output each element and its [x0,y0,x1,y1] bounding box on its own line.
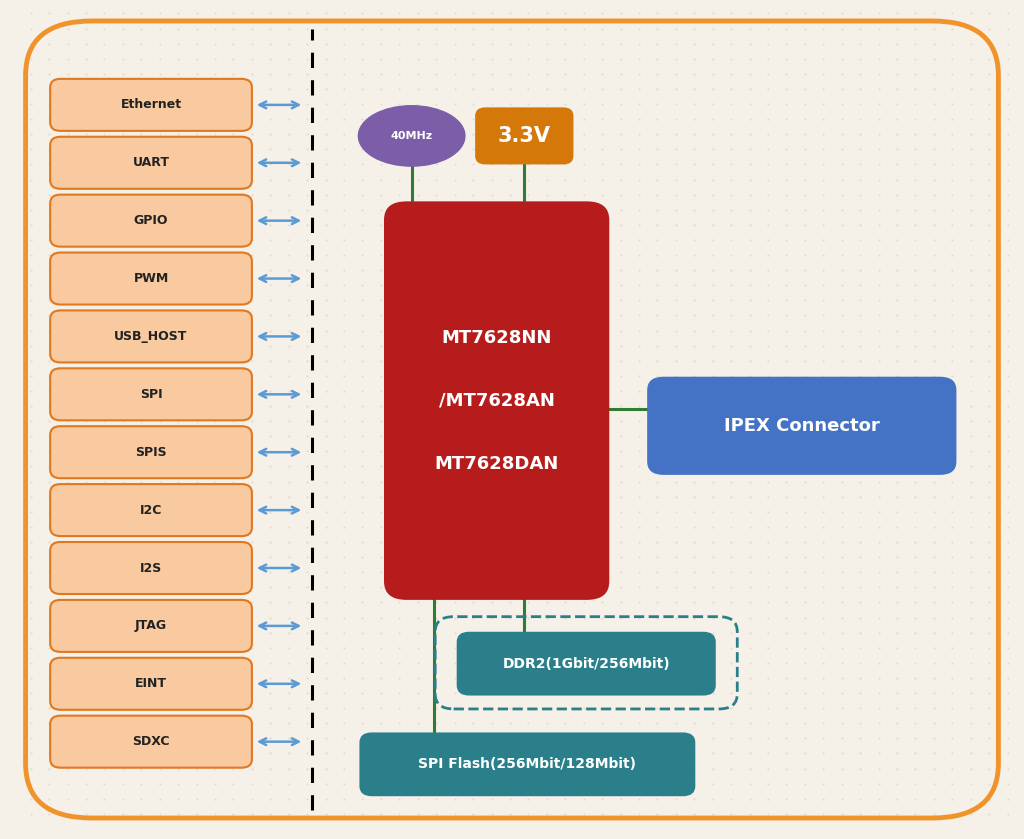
FancyBboxPatch shape [647,377,956,475]
Text: UART: UART [132,156,170,169]
FancyBboxPatch shape [50,79,252,131]
FancyBboxPatch shape [457,632,716,696]
Text: USB_HOST: USB_HOST [115,330,187,343]
Text: SDXC: SDXC [132,735,170,748]
FancyBboxPatch shape [50,658,252,710]
Ellipse shape [358,106,465,166]
FancyBboxPatch shape [50,542,252,594]
Text: GPIO: GPIO [134,214,168,227]
FancyBboxPatch shape [50,253,252,305]
FancyBboxPatch shape [50,426,252,478]
FancyBboxPatch shape [50,484,252,536]
Text: JTAG: JTAG [135,619,167,633]
FancyBboxPatch shape [50,137,252,189]
FancyBboxPatch shape [50,600,252,652]
Text: SPI: SPI [139,388,163,401]
FancyBboxPatch shape [50,368,252,420]
Text: 40MHz: 40MHz [390,131,433,141]
Text: PWM: PWM [133,272,169,285]
Text: 3.3V: 3.3V [498,126,551,146]
Text: DDR2(1Gbit/256Mbit): DDR2(1Gbit/256Mbit) [503,657,670,670]
FancyBboxPatch shape [384,201,609,600]
FancyBboxPatch shape [50,310,252,362]
FancyBboxPatch shape [50,716,252,768]
Text: EINT: EINT [135,677,167,690]
Text: /MT7628AN: /MT7628AN [438,392,555,409]
Text: MT7628NN: MT7628NN [441,329,552,347]
FancyBboxPatch shape [475,107,573,164]
Text: I2S: I2S [140,561,162,575]
Text: I2C: I2C [140,503,162,517]
Text: MT7628DAN: MT7628DAN [434,455,559,472]
FancyBboxPatch shape [359,732,695,796]
Text: SPI Flash(256Mbit/128Mbit): SPI Flash(256Mbit/128Mbit) [419,758,636,771]
FancyBboxPatch shape [50,195,252,247]
Text: IPEX Connector: IPEX Connector [724,417,880,435]
Text: SPIS: SPIS [135,446,167,459]
Text: Ethernet: Ethernet [121,98,181,112]
